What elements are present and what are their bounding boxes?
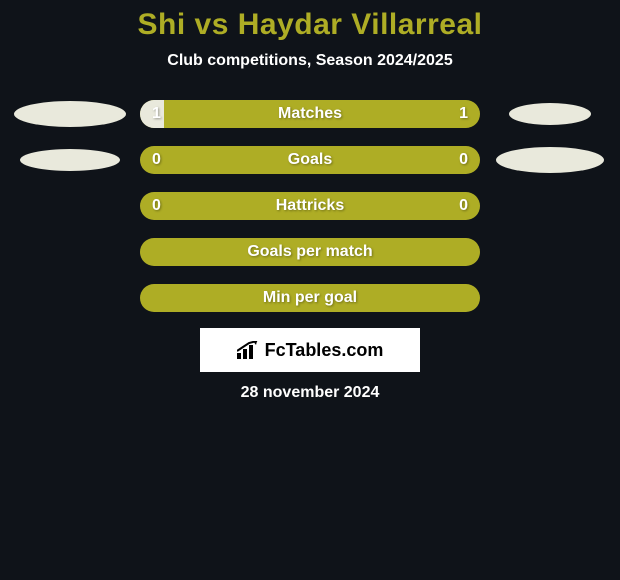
left-ellipse-slot <box>10 149 130 171</box>
stat-row: 0Hattricks0 <box>0 190 620 222</box>
stats-card: Shi vs Haydar Villarreal Club competitio… <box>0 0 620 402</box>
stat-bar: Min per goal <box>140 284 480 312</box>
stat-row: Goals per match <box>0 236 620 268</box>
stat-row: 0Goals0 <box>0 144 620 176</box>
stat-label: Min per goal <box>140 289 480 307</box>
stat-bar: 1Matches1 <box>140 100 480 128</box>
stat-row: 1Matches1 <box>0 98 620 130</box>
stat-bar: 0Goals0 <box>140 146 480 174</box>
stat-label: Matches <box>140 105 480 123</box>
stat-label: Goals <box>140 151 480 169</box>
stat-right-value: 0 <box>459 151 468 169</box>
stat-row: Min per goal <box>0 282 620 314</box>
stat-label: Hattricks <box>140 197 480 215</box>
stat-right-value: 1 <box>459 105 468 123</box>
left-ellipse-slot <box>10 101 130 127</box>
brand-logo-text: FcTables.com <box>265 340 384 361</box>
page-title: Shi vs Haydar Villarreal <box>0 8 620 42</box>
right-ellipse-slot <box>490 147 610 173</box>
stat-right-value: 0 <box>459 197 468 215</box>
right-ellipse-slot <box>490 103 610 125</box>
left-ellipse <box>20 149 120 171</box>
date-caption: 28 november 2024 <box>0 384 620 402</box>
left-ellipse <box>14 101 126 127</box>
stat-bar: Goals per match <box>140 238 480 266</box>
stat-rows: 1Matches10Goals00Hattricks0Goals per mat… <box>0 98 620 314</box>
right-ellipse <box>509 103 591 125</box>
brand-logo-box: FcTables.com <box>200 328 420 372</box>
stat-label: Goals per match <box>140 243 480 261</box>
brand-logo: FcTables.com <box>237 340 384 361</box>
stat-bar: 0Hattricks0 <box>140 192 480 220</box>
subtitle: Club competitions, Season 2024/2025 <box>0 52 620 70</box>
chart-icon <box>237 341 259 359</box>
right-ellipse <box>496 147 604 173</box>
